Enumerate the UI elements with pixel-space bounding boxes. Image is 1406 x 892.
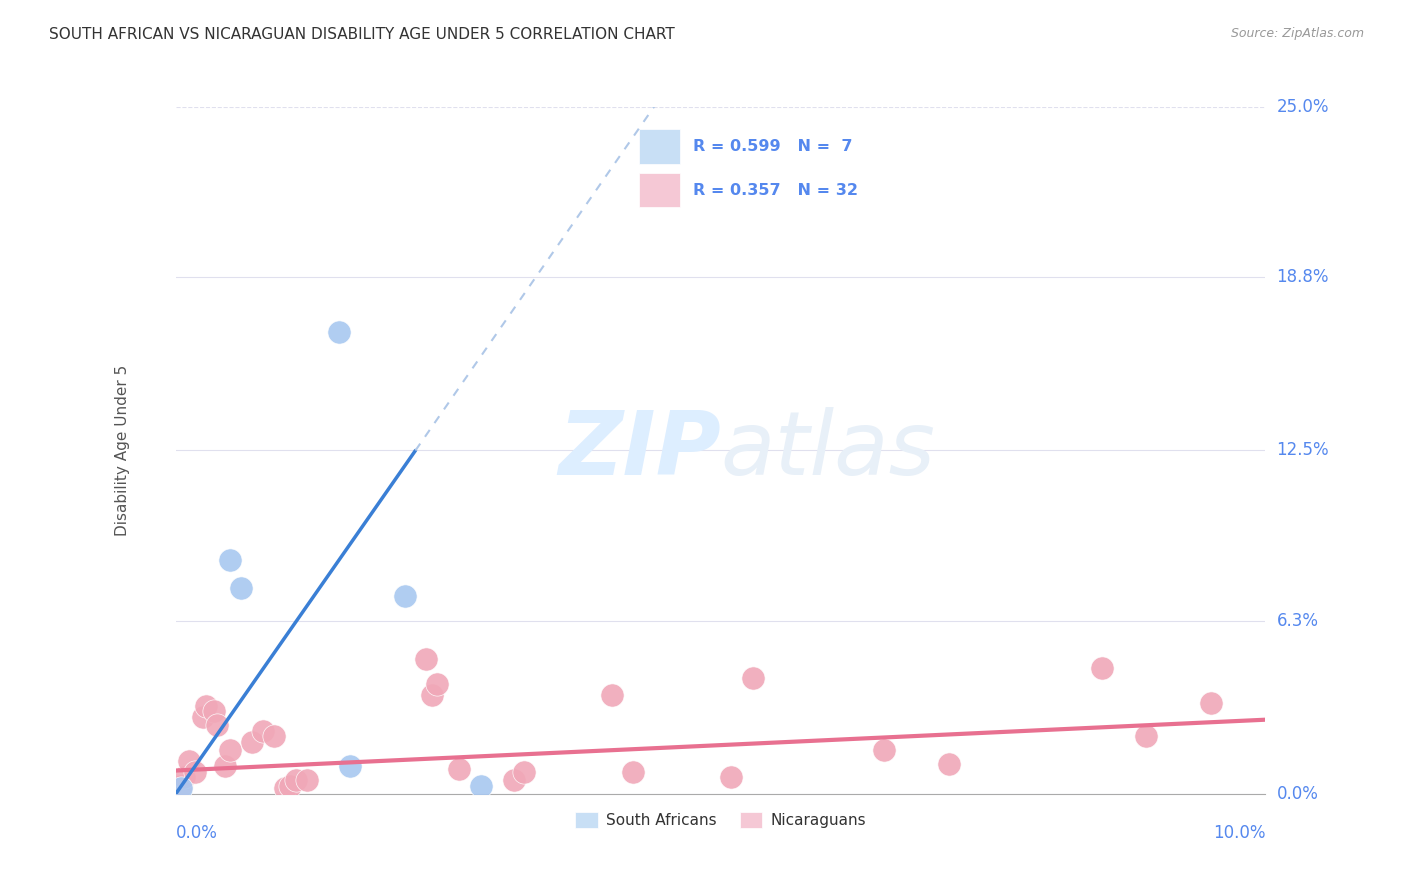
Point [295,773,318,788]
Point [263,729,285,743]
Point [219,553,242,567]
Point [240,734,263,748]
Text: 18.8%: 18.8% [1277,268,1329,286]
Point [415,652,437,666]
Point [328,326,350,340]
Point [252,723,274,738]
Text: 0.0%: 0.0% [1277,785,1319,803]
Point [600,688,623,702]
Text: 0.0%: 0.0% [176,824,218,842]
Point [170,781,193,796]
Text: 25.0%: 25.0% [1277,98,1329,116]
Point [1135,729,1157,743]
Text: Source: ZipAtlas.com: Source: ZipAtlas.com [1230,27,1364,40]
Point [1199,696,1222,710]
Point [449,762,471,776]
Text: SOUTH AFRICAN VS NICARAGUAN DISABILITY AGE UNDER 5 CORRELATION CHART: SOUTH AFRICAN VS NICARAGUAN DISABILITY A… [49,27,675,42]
Point [184,764,207,779]
Point [470,779,492,793]
Text: 12.5%: 12.5% [1277,442,1329,459]
Point [278,779,301,793]
Point [214,759,236,773]
Point [177,754,200,768]
Point [621,764,644,779]
Text: Disability Age Under 5: Disability Age Under 5 [115,365,131,536]
Point [231,581,253,595]
Point [420,688,443,702]
Point [195,698,218,713]
Point [513,764,536,779]
Point [426,677,449,691]
Point [274,781,297,796]
Point [170,779,193,793]
Point [873,743,896,757]
Text: atlas: atlas [721,408,935,493]
Point [394,589,416,603]
Point [202,705,225,719]
Point [938,756,960,771]
Text: 10.0%: 10.0% [1213,824,1265,842]
Text: ZIP: ZIP [558,407,721,494]
Point [205,718,228,732]
Point [1091,660,1114,674]
Point [173,771,195,785]
Point [191,710,214,724]
Point [742,672,765,686]
Point [502,773,524,788]
Text: 6.3%: 6.3% [1277,612,1319,630]
Point [339,759,361,773]
Legend: South Africans, Nicaraguans: South Africans, Nicaraguans [569,806,872,834]
Point [219,743,242,757]
Point [720,771,742,785]
Point [284,773,307,788]
